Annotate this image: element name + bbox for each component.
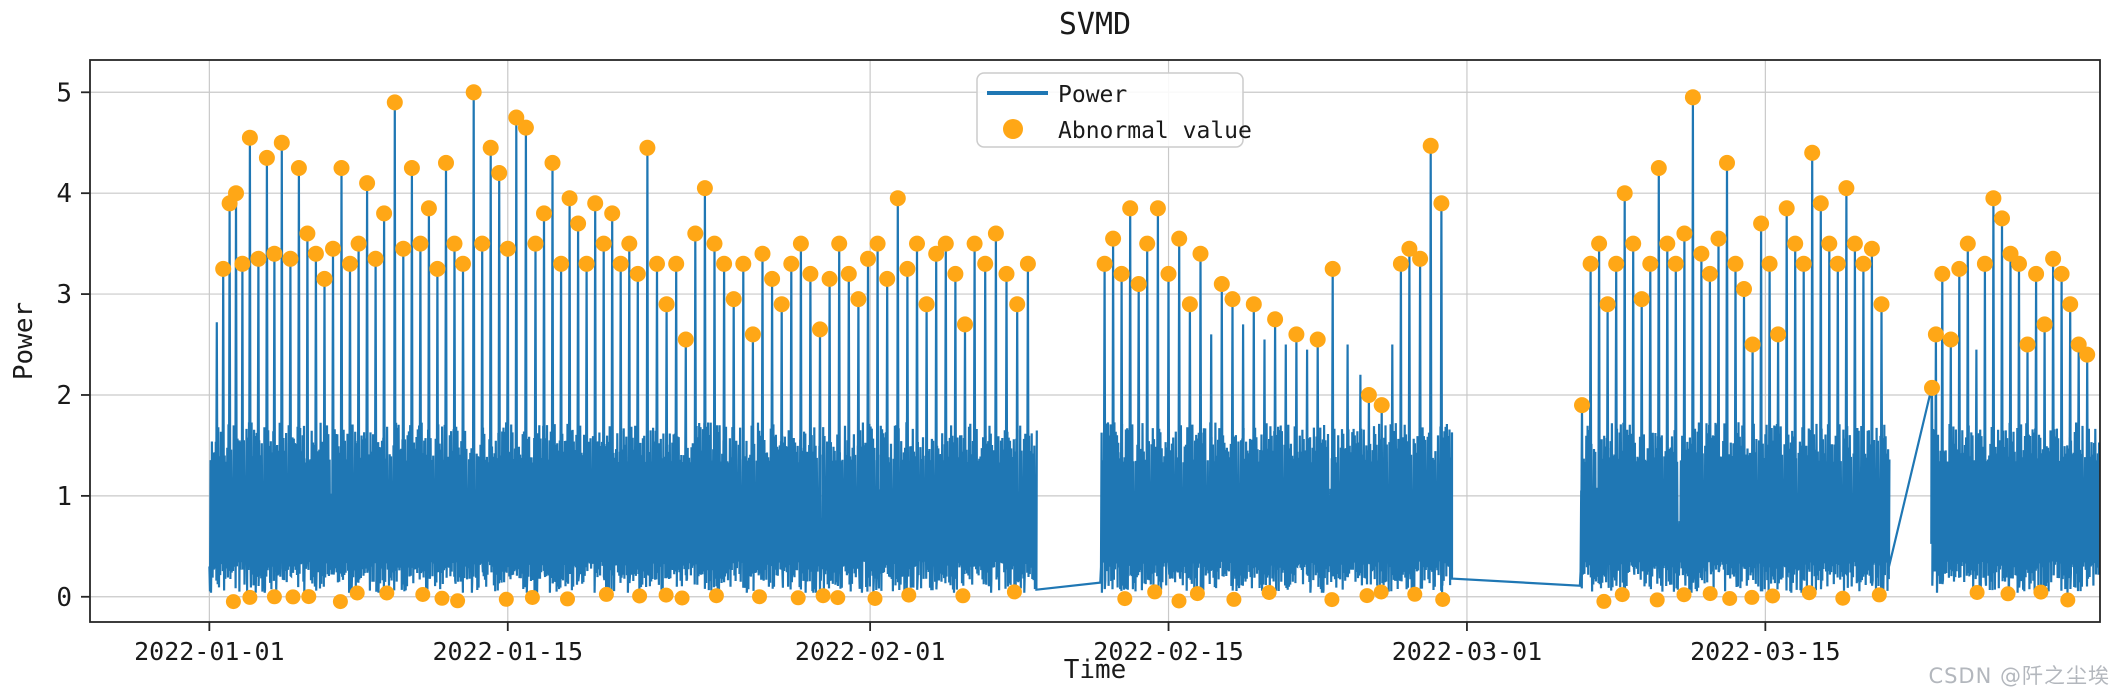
y-tick-label-3: 3	[56, 280, 72, 310]
y-tick-label-0: 0	[56, 583, 72, 613]
plot-border	[89, 59, 2101, 623]
data-layer	[208, 84, 2100, 610]
x-tick-label-5: 2022-03-15	[1690, 637, 1841, 666]
x-axis-label: Time	[1064, 655, 1127, 685]
y-axis-label: Power	[9, 302, 39, 380]
legend-label-power: Power	[1058, 82, 1127, 108]
legend: Power Abnormal value	[976, 72, 1252, 148]
watermark: CSDN @阡之尘埃	[1928, 664, 2110, 688]
abnormal-dots	[215, 84, 2096, 610]
x-tick-label-3: 2022-02-15	[1093, 637, 1244, 666]
y-tick-label-2: 2	[56, 381, 72, 411]
tick-marks	[81, 91, 1767, 631]
x-tick-label-0: 2022-01-01	[134, 637, 285, 666]
legend-label-abnormal: Abnormal value	[1058, 118, 1252, 144]
x-tick-label-4: 2022-03-01	[1392, 637, 1543, 666]
y-tick-label-5: 5	[56, 78, 72, 108]
power-line	[208, 92, 2100, 593]
legend-entry-abnormal: Abnormal value	[1003, 118, 1252, 144]
legend-entry-power: Power	[987, 82, 1127, 108]
legend-dot-sample	[1003, 119, 1023, 139]
x-tick-label-1: 2022-01-15	[433, 637, 584, 666]
chart-title: SVMD	[1059, 7, 1131, 42]
x-tick-label-2: 2022-02-01	[795, 637, 946, 666]
y-tick-label-1: 1	[56, 482, 72, 512]
tick-labels: 0 1 2 3 4 5 2022-01-01 2022-01-15 2022-02-01 2022…	[56, 78, 1840, 666]
y-tick-label-4: 4	[56, 179, 72, 209]
